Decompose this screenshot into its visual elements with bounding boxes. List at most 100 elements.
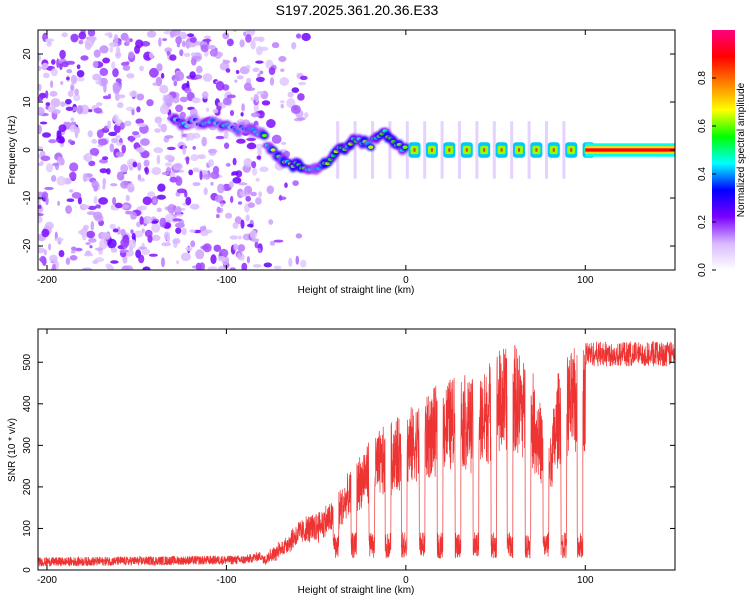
noise-speckle bbox=[284, 182, 288, 188]
noise-speckle bbox=[256, 91, 265, 95]
noise-speckle bbox=[288, 257, 293, 267]
snr-y-label: SNR (10 * v/v) bbox=[7, 418, 18, 482]
noise-speckle bbox=[254, 143, 264, 150]
noise-speckle bbox=[160, 123, 167, 133]
noise-speckle bbox=[214, 194, 224, 203]
noise-speckle bbox=[226, 94, 236, 99]
noise-speckle bbox=[90, 221, 95, 231]
ridge-core bbox=[402, 145, 408, 149]
noise-speckle bbox=[69, 254, 78, 261]
carrier-segment-core bbox=[465, 148, 468, 152]
noise-speckle bbox=[278, 194, 283, 201]
noise-speckle bbox=[179, 49, 184, 57]
noise-speckle bbox=[132, 161, 138, 168]
noise-speckle bbox=[182, 145, 187, 156]
noise-speckle bbox=[115, 135, 121, 139]
noise-speckle bbox=[159, 84, 169, 94]
noise-speckle bbox=[196, 65, 203, 74]
noise-speckle bbox=[158, 37, 162, 47]
noise-speckle bbox=[51, 59, 56, 65]
noise-speckle bbox=[38, 83, 42, 92]
noise-speckle bbox=[51, 175, 57, 182]
noise-speckle bbox=[229, 267, 236, 270]
noise-speckle bbox=[125, 210, 133, 215]
noise-speckle bbox=[39, 121, 48, 125]
noise-speckle bbox=[259, 46, 269, 51]
ridge-core bbox=[396, 142, 402, 147]
noise-speckle bbox=[143, 159, 150, 167]
noise-speckle bbox=[88, 238, 97, 243]
noise-speckle bbox=[140, 150, 150, 159]
noise-speckle bbox=[156, 194, 166, 200]
noise-speckle bbox=[89, 245, 93, 249]
noise-speckle bbox=[65, 60, 76, 65]
noise-speckle bbox=[144, 229, 153, 238]
noise-speckle bbox=[54, 237, 64, 242]
noise-speckle bbox=[253, 103, 259, 113]
noise-speckle bbox=[153, 147, 164, 154]
noise-speckle bbox=[76, 64, 81, 70]
noise-speckle bbox=[190, 203, 200, 210]
noise-speckle bbox=[141, 228, 145, 233]
noise-speckle bbox=[183, 52, 191, 58]
x-tick-label: 0 bbox=[403, 275, 409, 286]
noise-speckle bbox=[99, 45, 109, 54]
colorbar-tick-label: 0.8 bbox=[697, 71, 708, 85]
noise-speckle bbox=[164, 135, 174, 139]
noise-speckle bbox=[215, 81, 225, 91]
carrier-segment-core bbox=[413, 148, 416, 152]
noise-speckle bbox=[222, 97, 232, 106]
noise-speckle bbox=[77, 196, 82, 205]
noise-speckle bbox=[201, 136, 207, 147]
noise-speckle bbox=[38, 124, 42, 135]
noise-speckle bbox=[217, 255, 226, 262]
diffraction-streak bbox=[492, 121, 496, 179]
noise-speckle bbox=[225, 212, 233, 219]
noise-speckle bbox=[146, 30, 157, 38]
noise-speckle bbox=[247, 223, 254, 228]
noise-speckle bbox=[233, 56, 237, 63]
noise-speckle bbox=[112, 84, 121, 94]
noise-speckle bbox=[40, 255, 46, 264]
colorbar-tick-label: 0.0 bbox=[697, 263, 708, 277]
noise-speckle bbox=[151, 234, 161, 241]
noise-speckle bbox=[109, 46, 114, 53]
snr-y-axis: 0 100 200 300 400 500 bbox=[22, 353, 675, 573]
noise-speckle bbox=[207, 266, 218, 270]
noise-speckle bbox=[234, 79, 238, 83]
noise-speckle bbox=[286, 98, 296, 108]
noise-speckle bbox=[175, 227, 182, 234]
noise-speckle bbox=[128, 51, 135, 59]
noise-speckle bbox=[146, 99, 154, 107]
noise-speckle bbox=[180, 252, 191, 262]
noise-speckle bbox=[247, 202, 255, 208]
noise-speckle bbox=[216, 214, 220, 219]
noise-speckle bbox=[56, 130, 62, 140]
noise-speckle bbox=[125, 194, 130, 202]
noise-speckle bbox=[192, 146, 196, 150]
noise-speckle bbox=[240, 112, 244, 117]
noise-speckle bbox=[246, 142, 257, 150]
noise-speckle bbox=[135, 39, 144, 48]
noise-speckle bbox=[111, 137, 119, 144]
noise-speckle bbox=[162, 38, 168, 42]
noise-speckle bbox=[291, 42, 297, 50]
x-tick-label: -100 bbox=[216, 275, 236, 286]
noise-speckle bbox=[226, 38, 234, 47]
noise-speckle bbox=[52, 162, 59, 167]
noise-speckle bbox=[80, 55, 89, 61]
carrier-steady-core bbox=[585, 148, 675, 152]
noise-speckle bbox=[70, 74, 78, 85]
noise-speckle bbox=[58, 124, 67, 132]
noise-speckle bbox=[43, 72, 50, 79]
noise-speckle bbox=[57, 200, 61, 206]
noise-speckle bbox=[210, 254, 217, 265]
noise-speckle bbox=[269, 77, 275, 86]
diffraction-streak bbox=[545, 121, 548, 179]
noise-speckle bbox=[83, 224, 89, 231]
noise-speckle bbox=[83, 253, 94, 257]
noise-speckle bbox=[169, 176, 178, 183]
noise-speckle bbox=[72, 106, 78, 112]
carrier-segment-core bbox=[535, 148, 538, 152]
x-tick-label: 100 bbox=[577, 575, 594, 586]
